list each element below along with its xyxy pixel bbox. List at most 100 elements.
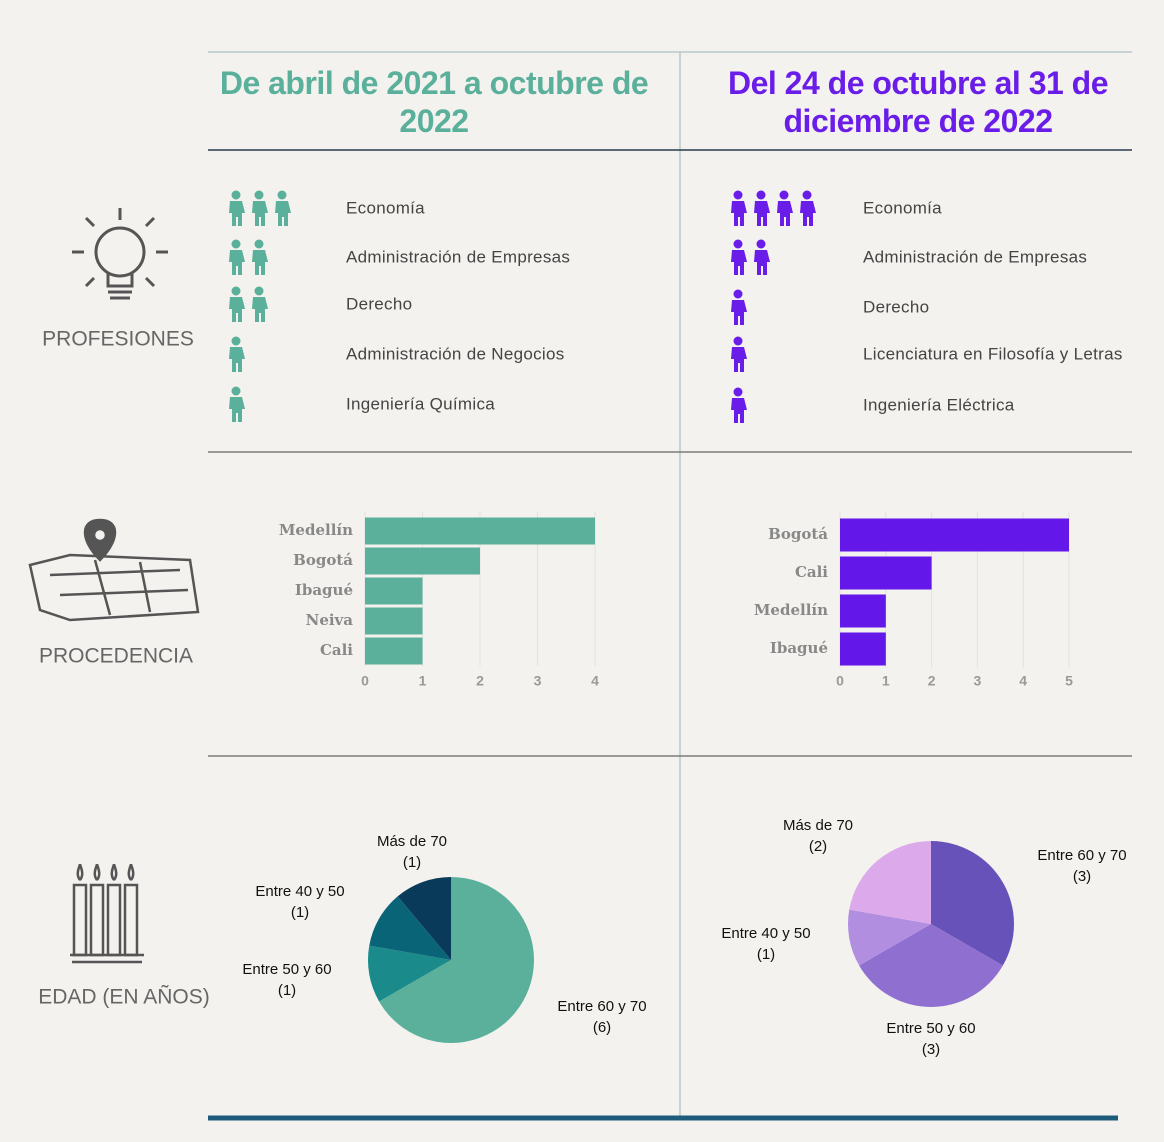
section-label: EDAD (EN AÑOS) <box>38 985 210 1009</box>
pie-slice <box>931 841 1014 966</box>
x-tick-label: 2 <box>928 673 936 689</box>
person-body <box>229 250 245 275</box>
person-icons <box>731 239 770 275</box>
profession-name: Licenciatura en Filosofía y Letras <box>863 344 1123 364</box>
person-body <box>229 201 245 226</box>
slice-value: (6) <box>593 1019 611 1036</box>
person-body <box>731 398 747 423</box>
bar <box>840 518 1069 552</box>
person-head <box>254 190 264 200</box>
person-body <box>229 347 245 372</box>
slice-label: Entre 60 y 70 <box>557 998 646 1015</box>
person-head <box>733 387 743 397</box>
person-head <box>231 336 241 346</box>
category-label: Ibagué <box>770 639 828 657</box>
slice-label: Entre 60 y 70 <box>1037 847 1126 864</box>
category-label: Ibagué <box>295 581 353 599</box>
person-icons <box>731 387 747 423</box>
bar <box>840 632 886 666</box>
profession-name: Economía <box>863 198 942 218</box>
x-tick-label: 0 <box>361 673 369 689</box>
slice-label: Entre 50 y 60 <box>886 1020 975 1037</box>
bar <box>840 594 886 628</box>
person-body <box>777 201 793 226</box>
slice-label: Entre 40 y 50 <box>721 925 810 942</box>
person-head <box>733 289 743 299</box>
category-label: Medellín <box>279 521 353 539</box>
profession-name: Derecho <box>863 297 930 317</box>
x-tick-label: 5 <box>1065 673 1073 689</box>
person-body <box>229 397 245 422</box>
category-label: Bogotá <box>293 551 353 569</box>
person-icons <box>229 386 245 422</box>
person-head <box>231 239 241 249</box>
person-head <box>231 386 241 396</box>
profession-name: Administración de Negocios <box>346 344 565 364</box>
category-label: Cali <box>795 563 828 581</box>
person-body <box>731 300 747 325</box>
bar <box>365 577 423 605</box>
x-tick-label: 2 <box>476 673 484 689</box>
pie-slice <box>848 909 931 966</box>
person-body <box>252 297 268 322</box>
column-title: Del 24 de octubre al 31 de diciembre de … <box>727 65 1109 139</box>
x-tick-label: 3 <box>534 673 542 689</box>
bar <box>840 556 932 590</box>
person-body <box>731 201 747 226</box>
section-label: PROCEDENCIA <box>39 645 193 668</box>
person-body <box>754 201 770 226</box>
person-head <box>254 239 264 249</box>
profession-name: Ingeniería Química <box>346 394 496 414</box>
x-tick-label: 4 <box>1019 673 1027 689</box>
person-icons <box>229 286 268 322</box>
pie-slice <box>367 945 451 1002</box>
slice-value: (3) <box>922 1041 940 1058</box>
pie-slice <box>379 877 535 1043</box>
slice-label: Entre 40 y 50 <box>255 883 344 900</box>
slice-value: (1) <box>291 904 309 921</box>
bulb-icon <box>72 208 168 300</box>
category-label: Medellín <box>754 601 828 619</box>
bar <box>365 517 595 545</box>
pie-slice <box>397 877 451 960</box>
bar <box>365 637 423 665</box>
slice-value: (1) <box>403 854 421 871</box>
person-head <box>733 336 743 346</box>
person-head <box>733 190 743 200</box>
person-icons <box>229 239 268 275</box>
person-body <box>275 201 291 226</box>
person-icons <box>731 190 816 226</box>
x-tick-label: 3 <box>974 673 982 689</box>
person-icons <box>229 336 245 372</box>
section-label: PROFESIONES <box>42 328 194 351</box>
x-tick-label: 1 <box>882 673 890 689</box>
slice-value: (3) <box>1073 868 1091 885</box>
person-head <box>277 190 287 200</box>
map-icon <box>28 518 200 622</box>
category-label: Cali <box>320 641 353 659</box>
person-body <box>800 201 816 226</box>
slice-value: (1) <box>278 982 296 999</box>
profession-name: Ingeniería Eléctrica <box>863 395 1015 415</box>
profession-name: Administración de Empresas <box>863 247 1088 267</box>
slice-value: (2) <box>809 838 827 855</box>
x-tick-label: 4 <box>591 673 599 689</box>
person-icons <box>731 289 747 325</box>
candles-icon <box>70 863 144 964</box>
person-body <box>731 250 747 275</box>
person-body <box>754 250 770 275</box>
pie-slice <box>849 841 931 924</box>
person-body <box>252 250 268 275</box>
person-body <box>731 347 747 372</box>
person-head <box>254 286 264 296</box>
bar <box>365 547 480 575</box>
person-icons <box>229 190 291 226</box>
person-icons <box>731 336 747 372</box>
person-head <box>231 286 241 296</box>
category-label: Neiva <box>306 611 354 629</box>
person-head <box>231 190 241 200</box>
person-head <box>756 239 766 249</box>
x-tick-label: 0 <box>836 673 844 689</box>
